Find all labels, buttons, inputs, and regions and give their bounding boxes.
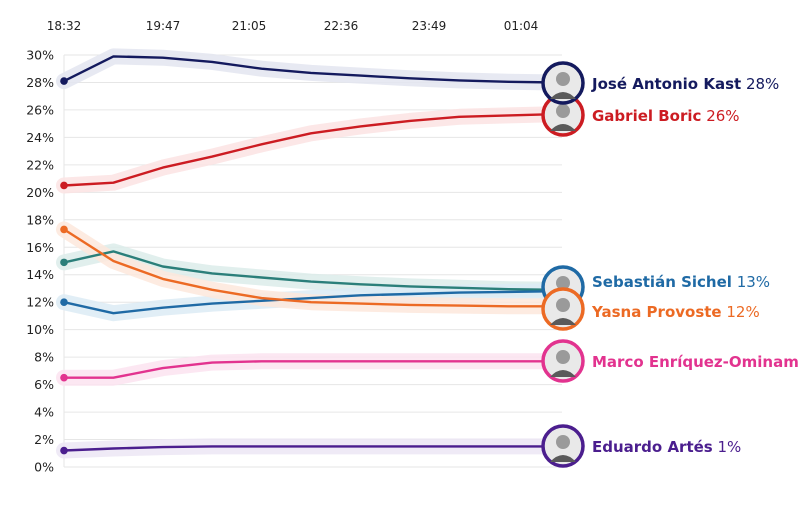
x-tick-label: 22:36 (324, 19, 359, 33)
portrait-body-icon (550, 455, 576, 462)
y-tick-label: 20% (26, 185, 54, 200)
series-label-value: 28% (741, 75, 779, 93)
y-tick-label: 24% (26, 130, 54, 145)
series-label: Marco Enríquez-Ominami 8 (592, 353, 800, 371)
series-label-name: Gabriel Boric (592, 107, 701, 125)
y-tick-label: 14% (26, 267, 54, 282)
series-start-point (60, 258, 68, 267)
portrait-head-icon (556, 350, 570, 364)
series-line (63, 55, 559, 84)
x-tick-label: 18:32 (47, 19, 82, 33)
series-label: Eduardo Artés 1% (592, 438, 741, 456)
series-label-name: Marco Enríquez-Ominami (592, 353, 800, 371)
series-band (56, 48, 566, 91)
series-start-point (60, 298, 68, 307)
candidate-avatar (541, 339, 585, 383)
series-line (63, 290, 559, 315)
y-tick-label: 4% (34, 405, 54, 420)
x-tick-label: 01:04 (504, 19, 539, 33)
series-line (63, 445, 558, 452)
series-line (64, 360, 558, 379)
series-label: Yasna Provoste 12% (591, 303, 760, 321)
series-label-name: Sebastián Sichel (592, 273, 732, 291)
series-start-point (60, 181, 68, 190)
candidate-avatar (541, 287, 585, 331)
portrait-body-icon (550, 124, 576, 131)
portrait-head-icon (556, 298, 570, 312)
y-tick-label: 0% (34, 460, 54, 475)
x-axis: 18:32 19:47 21:05 22:36 23:49 01:04 (47, 19, 539, 33)
y-tick-label: 22% (26, 157, 54, 172)
series-start-point (60, 373, 68, 382)
portrait-head-icon (556, 276, 570, 290)
y-tick-label: 18% (26, 212, 54, 227)
series-label-name: José Antonio Kast (591, 75, 741, 93)
portrait-head-icon (556, 72, 570, 86)
portrait-body-icon (550, 318, 576, 325)
series-lines (60, 55, 559, 455)
series-label: Gabriel Boric 26% (592, 107, 740, 125)
y-tick-label: 6% (34, 377, 54, 392)
candidate-avatar (541, 61, 585, 105)
y-axis: 30% 28% 26% 24% 22% 20% 18% 16% 14% 12% 10% 8% 6% 4% 2… (26, 48, 54, 475)
series-start-point (60, 225, 68, 234)
y-tick-label: 26% (26, 102, 54, 117)
series-label-name: Eduardo Artés (592, 438, 713, 456)
series-start-point (60, 77, 68, 85)
series-label-value: 1% (713, 438, 742, 456)
x-tick-label: 23:49 (412, 19, 447, 33)
y-tick-label: 8% (34, 350, 54, 365)
portrait-head-icon (556, 435, 570, 449)
series-line (63, 112, 559, 187)
series-line (63, 228, 558, 308)
y-tick-label: 2% (34, 432, 54, 447)
series-band (56, 353, 566, 386)
series-line (63, 250, 559, 291)
portrait-body-icon (550, 370, 576, 377)
y-tick-label: 16% (26, 240, 54, 255)
candidate-avatar (541, 424, 585, 468)
portrait-body-icon (550, 92, 576, 99)
candidate-avatars (541, 61, 585, 468)
series-label-value: 12% (722, 303, 760, 321)
y-tick-label: 10% (26, 322, 54, 337)
y-tick-label: 30% (26, 48, 54, 63)
y-tick-label: 28% (26, 75, 54, 90)
portrait-head-icon (556, 104, 570, 118)
x-tick-label: 21:05 (232, 19, 267, 33)
y-tick-label: 12% (26, 295, 54, 310)
series-labels: Eduardo Artés 1% Marco Enríquez-Ominami 8… (591, 75, 800, 456)
series-label: José Antonio Kast 28% (591, 75, 779, 93)
series-label-value: 13% (732, 273, 770, 291)
series-label-value: 26% (701, 107, 739, 125)
series-label-name: Yasna Provoste (591, 303, 722, 321)
series-start-point (60, 446, 68, 455)
series-label: Sebastián Sichel 13% (592, 273, 770, 291)
x-tick-label: 19:47 (146, 19, 181, 33)
